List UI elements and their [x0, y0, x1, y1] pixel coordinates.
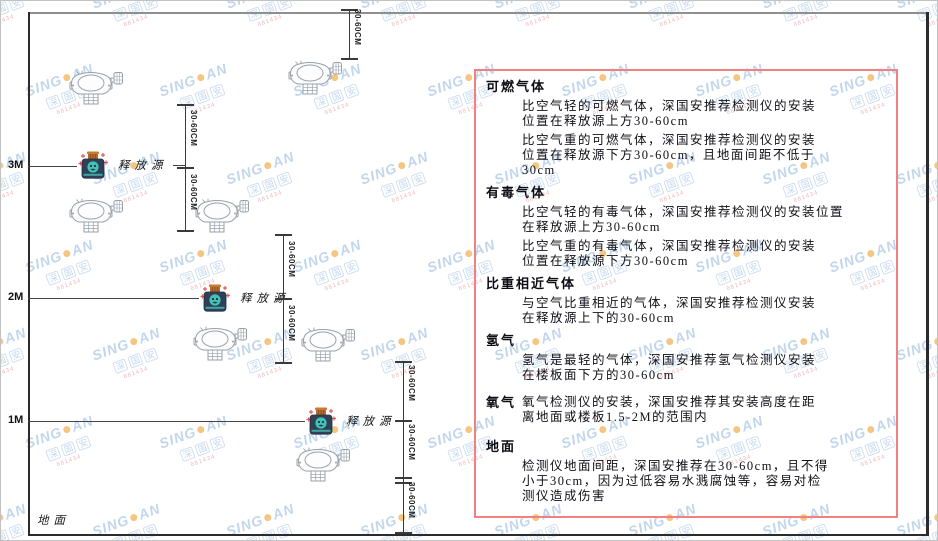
- section-heading: 地面: [486, 439, 517, 454]
- section-heading: 比重相近气体: [486, 276, 577, 291]
- dimension-label: 30-60CM: [189, 110, 198, 147]
- gas-detector-icon: [69, 198, 123, 233]
- dimension-tick: [395, 477, 412, 479]
- dimension-label: 30-60CM: [189, 174, 198, 211]
- ground-line: [28, 534, 929, 536]
- release-source: [200, 284, 230, 317]
- gas-detector: [69, 69, 123, 110]
- section-paragraph: 比空气轻的可燃气体，深国安推荐检测仪的安装 位置在释放源上方30-60cm: [522, 99, 817, 128]
- dimension-tick: [177, 167, 194, 169]
- panel-section: 氢气 氢气是最轻的气体，深国安推荐氢气检测仪安装 在楼板面下方的30-60cm: [486, 333, 886, 383]
- section-paragraph: 氧气检测仪的安装，深国安推荐其安装高度在距 离地面或楼板1.5-2M的范围内: [522, 395, 817, 424]
- dimension-tick: [395, 420, 412, 422]
- height-label: 3M: [8, 159, 24, 171]
- spark-plus-icon: [306, 409, 336, 422]
- section-heading: 氧气: [486, 395, 517, 410]
- section-paragraph: 比空气重的可燃气体，深国安推荐检测仪的安装 位置在释放源下方30-60cm，且地…: [522, 133, 817, 177]
- right-wall-line: [926, 12, 929, 534]
- dimension-tick: [275, 298, 292, 300]
- dimension-tick: [177, 230, 194, 232]
- height-level-line: [28, 421, 305, 422]
- height-label: 1M: [8, 414, 24, 426]
- dimension-label: 30-60CM: [287, 241, 296, 278]
- dimension-tick: [395, 532, 412, 534]
- spark-plus-icon: [200, 286, 230, 299]
- dimension-line: [403, 361, 404, 534]
- dimension-label: 30-60CM: [287, 305, 296, 342]
- release-source: [306, 407, 336, 440]
- gas-detector: [288, 59, 342, 100]
- dimension-label: 30-60CM: [407, 482, 416, 519]
- gas-detector: [296, 446, 350, 487]
- height-level-line: [28, 166, 77, 167]
- gas-detector-icon: [69, 70, 123, 105]
- panel-section: 有毒气体比空气轻的有毒气体，深国安推荐检测仪的安装位置 在释放源上方30-60c…: [486, 185, 886, 269]
- height-label: 2M: [8, 291, 24, 303]
- section-paragraph: 氢气是最轻的气体，深国安推荐氢气检测仪安装 在楼板面下方的30-60cm: [522, 353, 817, 382]
- dimension-tick: [177, 104, 194, 106]
- gas-detector: [301, 326, 355, 367]
- height-level-line: [28, 298, 199, 299]
- panel-section-row: 氧气 氧气检测仪的安装，深国安推荐其安装高度在距 离地面或楼板1.5-2M的范围内: [486, 395, 886, 425]
- dimension-tick: [395, 482, 412, 484]
- gas-detector: [195, 197, 249, 238]
- section-paragraph: 与空气比重相近的气体，深国安推荐检测仪安装 在释放源上下的30-60cm: [522, 296, 817, 325]
- release-source: [78, 151, 108, 184]
- dimension-label: 30-60CM: [353, 9, 362, 46]
- info-panel-content: 可燃气体比空气轻的可燃气体，深国安推荐检测仪的安装 位置在释放源上方30-60c…: [486, 79, 886, 504]
- gas-detector-icon: [296, 447, 350, 482]
- release-source-label: 释放源: [118, 160, 168, 172]
- release-source-label: 释放源: [346, 416, 396, 428]
- release-source-icon: [200, 284, 230, 312]
- dimension-line: [349, 9, 350, 58]
- gas-detector: [193, 325, 247, 366]
- dimension-tick: [341, 9, 358, 11]
- release-source-label: 释放源: [240, 293, 290, 305]
- panel-section: 地面 检测仪地面间距，深国安推荐在30-60cm，且不得 小于30cm，因为过低容…: [486, 439, 886, 504]
- panel-section: 可燃气体比空气轻的可燃气体，深国安推荐检测仪的安装 位置在释放源上方30-60c…: [486, 79, 886, 178]
- dimension-tick: [341, 58, 358, 60]
- dimension-tick: [395, 361, 412, 363]
- section-heading: 可燃气体: [486, 79, 547, 94]
- source-connector-line: [173, 165, 185, 166]
- section-heading: 氢气: [486, 333, 517, 348]
- ground-label: 地面: [37, 515, 70, 527]
- panel-section: 氧气 氧气检测仪的安装，深国安推荐其安装高度在距 离地面或楼板1.5-2M的范围内: [486, 395, 886, 425]
- gas-detector: [69, 197, 123, 238]
- gas-detector-icon: [195, 198, 249, 233]
- left-wall-line: [28, 12, 30, 534]
- dimension-tick: [275, 362, 292, 364]
- dimension-label: 30-60CM: [407, 365, 416, 402]
- gas-detector-icon: [193, 326, 247, 361]
- gas-detector-icon: [288, 60, 342, 95]
- section-paragraph: 比空气重的有毒气体，深国安推荐检测仪的安装 位置在释放源下方30-60cm: [522, 239, 817, 268]
- dimension-tick: [275, 234, 292, 236]
- release-source-icon: [78, 151, 108, 179]
- info-panel: 可燃气体比空气轻的可燃气体，深国安推荐检测仪的安装 位置在释放源上方30-60c…: [474, 69, 898, 518]
- release-source-icon: [306, 407, 336, 435]
- ceiling-line: [28, 12, 926, 14]
- panel-section: 比重相近气体与空气比重相近的气体，深国安推荐检测仪安装 在释放源上下的30-60…: [486, 276, 886, 326]
- dimension-label: 30-60CM: [407, 424, 416, 461]
- section-heading: 有毒气体: [486, 185, 547, 200]
- section-paragraph: 检测仪地面间距，深国安推荐在30-60cm，且不得 小于30cm，因为过低容易水…: [522, 459, 829, 503]
- section-paragraph: 比空气轻的有毒气体，深国安推荐检测仪的安装位置 在释放源上方30-60cm: [522, 205, 845, 234]
- gas-detector-icon: [301, 327, 355, 362]
